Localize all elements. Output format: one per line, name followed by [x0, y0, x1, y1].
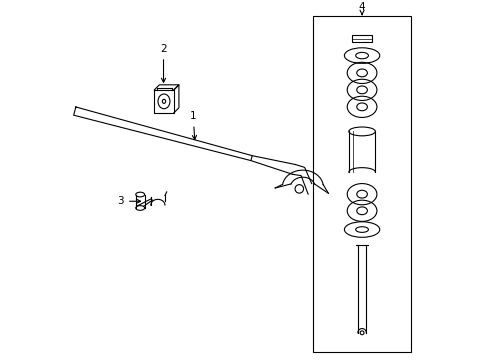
Bar — [352, 35, 371, 42]
Text: 4: 4 — [358, 2, 365, 15]
Text: 1: 1 — [189, 111, 196, 140]
Bar — [313, 15, 410, 351]
Text: 2: 2 — [160, 44, 166, 82]
Text: 3: 3 — [117, 196, 140, 206]
